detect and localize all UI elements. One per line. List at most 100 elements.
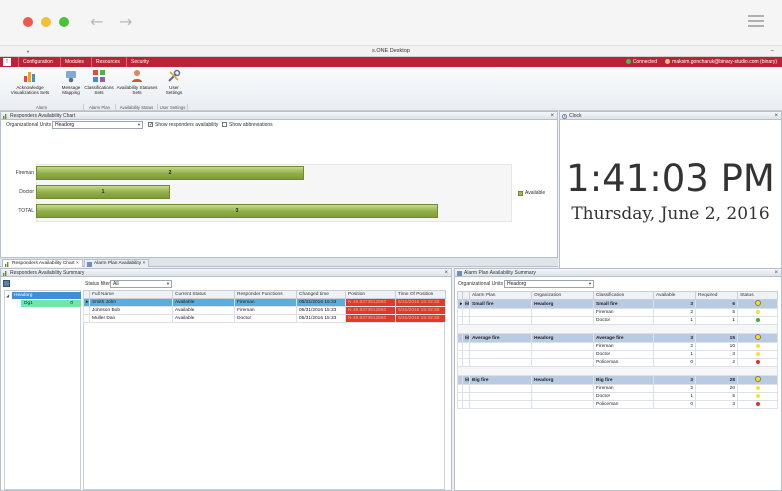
plan-group-row[interactable]: ⊟ Big fire Headorg Big fire 3 28 <box>457 375 778 385</box>
column-header[interactable]: Position <box>345 290 396 299</box>
menu-bar: ! Configuration Modules Resources Securi… <box>0 57 782 67</box>
availability-statuses-button[interactable]: Availability Statuses Sets <box>116 69 158 95</box>
plan-detail-row[interactable]: Policeman 0 2 <box>457 358 778 367</box>
person-icon <box>132 70 142 82</box>
expand-toggle-icon[interactable]: ⊟ <box>462 333 470 343</box>
status-cell <box>737 358 778 367</box>
column-header[interactable]: Alarm Plan <box>469 291 532 300</box>
minimize-icon[interactable]: – <box>770 48 774 54</box>
required-count: 3 <box>695 400 738 409</box>
tree-node-headorg[interactable]: Headorg <box>12 292 81 299</box>
menu-configuration[interactable]: Configuration <box>18 57 57 67</box>
org-units-dropdown[interactable]: Headorg ▼ <box>52 121 143 129</box>
close-icon[interactable]: × <box>142 261 146 266</box>
status-dot-icon <box>755 317 760 322</box>
plan-group-row[interactable]: ⊟ Average fire Headorg Average fire 3 15 <box>457 333 778 343</box>
plan-org: Headorg <box>531 375 594 385</box>
ribbon-group-alarm-plan: Alarm Plan <box>84 104 116 111</box>
show-abbreviations-checkbox[interactable] <box>222 122 227 127</box>
spacer-cell <box>462 316 470 325</box>
table-cell: 5/31/2016 15:33:38 <box>395 298 446 307</box>
plan-group-row[interactable]: ▸ ⊟ Small fire Headorg Small fire 3 6 <box>457 299 778 309</box>
close-icon[interactable]: × <box>444 270 448 276</box>
user-account[interactable]: maksim.goncharuk@binary-studio.com (bina… <box>665 57 777 67</box>
table-cell: N 49.8373612860 <box>345 306 396 315</box>
category-label: Fireman <box>15 170 34 176</box>
menu-modules[interactable]: Modules <box>60 57 88 67</box>
plan-detail-row[interactable]: Doctor 1 5 <box>457 392 778 401</box>
tree-node-dg1[interactable]: Dg1 0 <box>21 300 81 307</box>
close-icon[interactable]: × <box>774 270 778 276</box>
expand-toggle-icon[interactable]: ⊟ <box>462 299 470 309</box>
forward-arrow-icon[interactable]: → <box>119 12 133 31</box>
user-icon <box>665 59 671 65</box>
status-dot-icon <box>755 359 760 364</box>
back-arrow-icon[interactable]: ← <box>90 12 104 31</box>
window-title: s.ONE Desktop <box>372 48 410 54</box>
show-availability-checkbox[interactable]: ✓ <box>148 122 154 128</box>
column-header[interactable]: Status <box>737 291 778 300</box>
required-count: 1 <box>695 316 738 325</box>
spacer-cell <box>469 400 532 409</box>
table-row[interactable]: ▸ Smith John Available Fireman 05/31/2016 15… <box>83 298 446 307</box>
status-filter-dropdown[interactable]: All ▼ <box>110 280 172 288</box>
plan-detail-row[interactable]: Doctor 1 3 <box>457 350 778 359</box>
spacer-cell <box>531 358 594 367</box>
chart-panel-title-text: Responders Availability Chart <box>10 113 76 119</box>
column-header[interactable]: Changed time <box>296 290 346 299</box>
plan-detail-row[interactable]: Fireman 2 20 <box>457 384 778 393</box>
plan-detail-row[interactable]: Fireman 2 5 <box>457 308 778 317</box>
group-spacer-row <box>457 324 778 334</box>
menu-security[interactable]: Security <box>126 57 153 67</box>
plan-required: 6 <box>695 299 738 309</box>
close-window-button[interactable] <box>23 17 33 27</box>
tab-responders-chart[interactable]: Responders Availability Chart × <box>2 259 83 267</box>
close-icon[interactable]: × <box>774 113 778 119</box>
column-header[interactable]: Organization <box>531 291 594 300</box>
column-header[interactable]: Responder Functions <box>234 290 297 299</box>
tree-collapse-icon[interactable]: ◢ <box>6 293 10 298</box>
column-header[interactable]: Classification <box>593 291 654 300</box>
column-header[interactable]: Required <box>695 291 738 300</box>
user-settings-button[interactable]: User Settings <box>162 69 186 95</box>
expand-toggle-icon[interactable]: ⊟ <box>462 375 470 385</box>
menu-resources[interactable]: Resources <box>91 57 124 67</box>
spacer-cell <box>457 324 778 334</box>
clock-panel-title: Clock × <box>560 112 781 120</box>
plan-detail-row[interactable]: Fireman 2 10 <box>457 342 778 351</box>
close-icon[interactable]: × <box>550 113 554 119</box>
responder-function: Fireman <box>593 308 654 317</box>
column-header[interactable]: Time Of Position <box>395 290 446 299</box>
ribbon-group-user-settings: User Settings <box>158 104 188 111</box>
system-menu-icon[interactable]: ▼ <box>26 49 30 54</box>
table-icon <box>457 270 462 276</box>
acknowledge-visualizations-button[interactable]: Acknowledge Visualizations Sets <box>2 69 58 95</box>
table-row[interactable]: Johnson Bob Available Fireman 05/31/2016 15… <box>83 306 446 315</box>
plan-detail-row[interactable]: Doctor 1 1 <box>457 316 778 325</box>
hamburger-menu-icon[interactable] <box>748 15 764 27</box>
classifications-icon <box>93 70 105 82</box>
category-label: Doctor <box>19 189 34 195</box>
status-cell <box>737 392 778 401</box>
alarm-plan-title-text: Alarm Plan Availability Summary <box>464 270 536 276</box>
spacer-cell <box>462 350 470 359</box>
tab-alarm-plan-availability[interactable]: Alarm Plan Availability × <box>84 259 150 267</box>
status-dot-icon <box>755 401 760 406</box>
data-label: 1 <box>101 189 105 195</box>
alarm-org-units-dropdown[interactable]: Headorg ▼ <box>504 280 594 288</box>
close-icon[interactable]: × <box>75 261 79 266</box>
chart-icon <box>5 261 9 267</box>
refresh-icon[interactable] <box>3 280 10 287</box>
app-titlebar: ▼ s.ONE Desktop – <box>0 46 782 57</box>
column-header[interactable]: Full Name <box>89 290 173 299</box>
maximize-window-button[interactable] <box>59 17 69 27</box>
table-cell: 05/31/2016 15:33 <box>296 314 346 323</box>
minimize-window-button[interactable] <box>41 17 51 27</box>
column-header[interactable]: Current Status <box>172 290 235 299</box>
table-row[interactable]: Muller Dan Available Doctor 05/31/2016 15:3… <box>83 314 446 323</box>
column-header[interactable]: Available <box>653 291 696 300</box>
tab-label: Alarm Plan Availability <box>94 261 142 266</box>
plan-detail-row[interactable]: Policeman 0 3 <box>457 400 778 409</box>
classifications-sets-button[interactable]: Classifications Sets <box>84 69 114 95</box>
message-mapping-button[interactable]: Message Mapping <box>60 69 82 95</box>
